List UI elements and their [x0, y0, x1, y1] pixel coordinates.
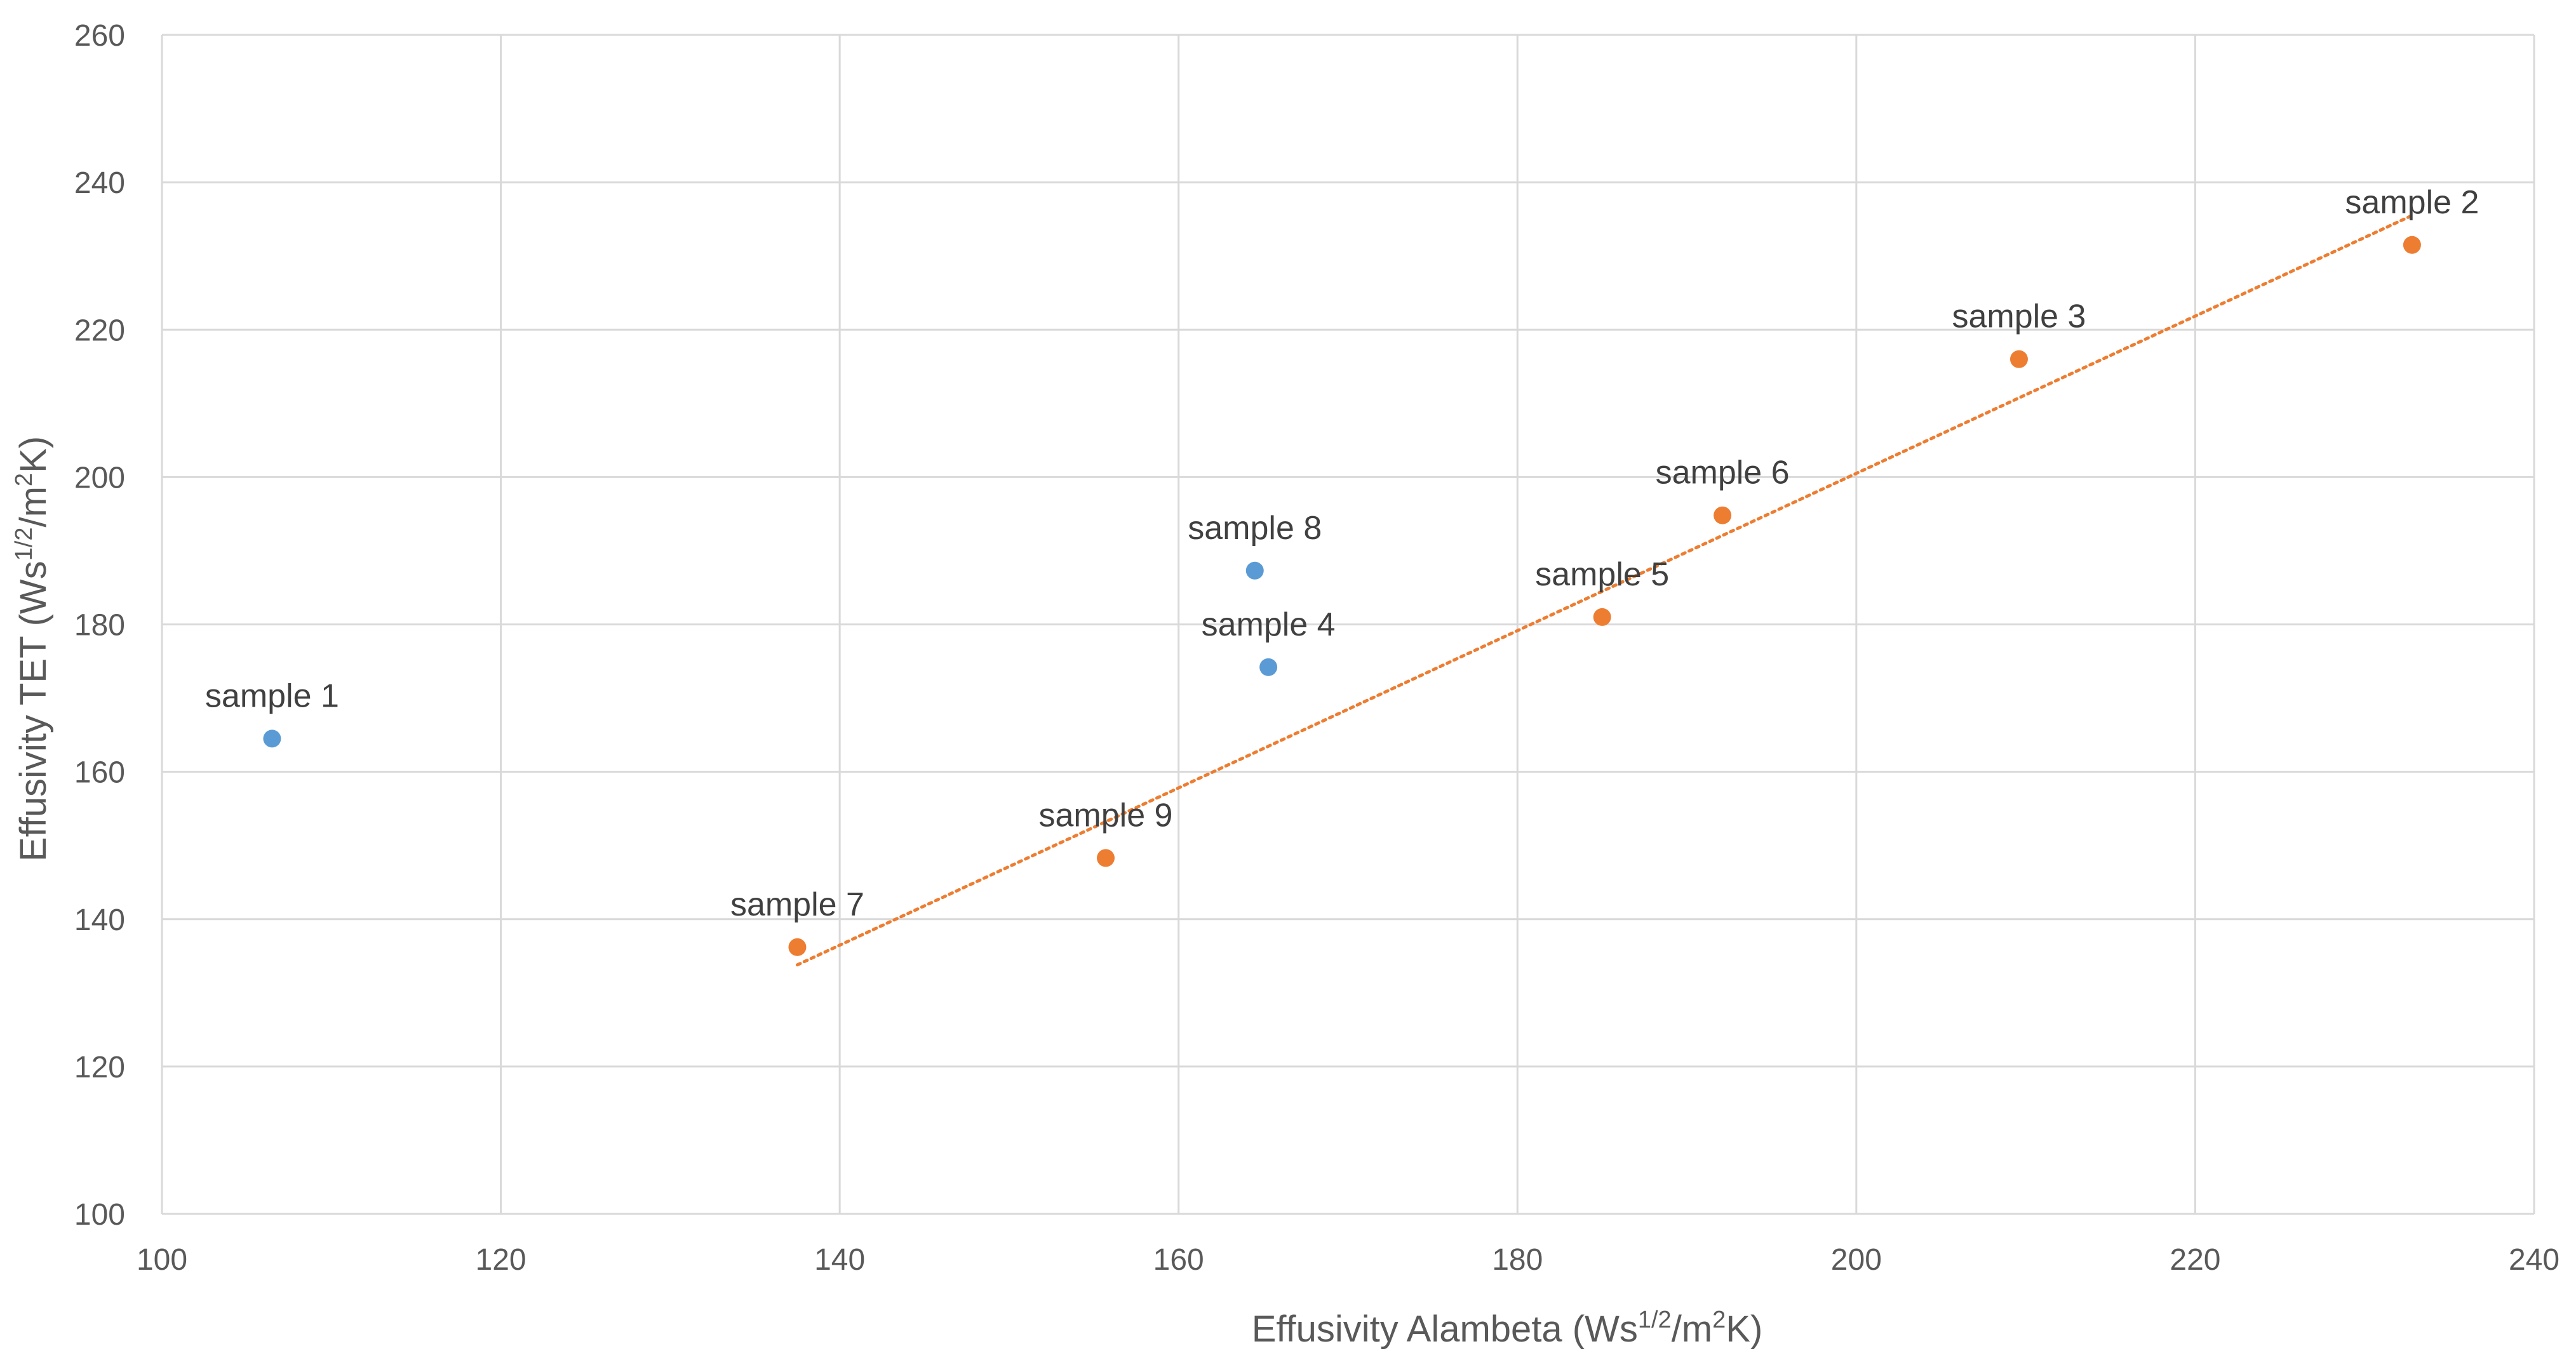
data-point-sample-3: [2009, 350, 2028, 368]
data-point-sample-2: [2403, 236, 2421, 254]
trendline: [795, 213, 2414, 967]
x-tick-label: 240: [2509, 1243, 2559, 1277]
y-tick-label: 140: [74, 903, 125, 937]
data-point-sample-6: [1714, 506, 1732, 524]
x-tick-label: 120: [476, 1243, 527, 1277]
y-tick-label: 120: [74, 1051, 125, 1084]
x-tick-label: 220: [2170, 1243, 2220, 1277]
data-label-sample-9: sample 9: [1038, 797, 1172, 834]
y-tick-label: 160: [74, 756, 125, 790]
point-labels: sample 1 sample 8 sample 4 sample 7 sample 9…: [205, 184, 2479, 923]
x-tick-label: 180: [1492, 1243, 1543, 1277]
x-tick-label: 160: [1153, 1243, 1204, 1277]
gridlines: [161, 34, 2535, 1215]
tick-labels: 100 120 140 160 180 200 220 240 100 120 140 160 180 2…: [74, 19, 2559, 1277]
y-tick-label: 200: [74, 461, 125, 495]
data-point-sample-7: [788, 938, 807, 956]
data-label-sample-7: sample 7: [730, 886, 864, 923]
x-tick-label: 140: [814, 1243, 865, 1277]
x-tick-label: 100: [137, 1243, 187, 1277]
data-point-sample-9: [1096, 849, 1115, 867]
y-tick-label: 220: [74, 314, 125, 347]
y-tick-label: 100: [74, 1198, 125, 1232]
x-tick-label: 200: [1831, 1243, 1882, 1277]
data-label-sample-2: sample 2: [2345, 184, 2479, 221]
y-tick-label: 240: [74, 166, 125, 200]
trendline-layer: [795, 213, 2414, 967]
data-point-sample-8: [1245, 561, 1264, 580]
x-axis-title: Effusivity Alambeta (Ws1/2/m2K): [1252, 1307, 1763, 1350]
y-tick-label: 180: [74, 609, 125, 643]
data-label-sample-5: sample 5: [1535, 556, 1669, 593]
y-tick-label: 260: [74, 19, 125, 53]
data-label-sample-1: sample 1: [205, 677, 339, 714]
data-label-sample-6: sample 6: [1656, 455, 1790, 491]
data-label-sample-8: sample 8: [1188, 510, 1322, 547]
data-point-sample-1: [263, 729, 281, 748]
data-label-sample-3: sample 3: [1952, 298, 2086, 335]
data-point-sample-5: [1593, 608, 1611, 626]
data-point-sample-4: [1259, 658, 1278, 676]
data-points: [263, 236, 2421, 956]
y-axis-title: Effusivity TET (Ws1/2/m2K): [11, 436, 54, 862]
data-label-sample-4: sample 4: [1202, 606, 1336, 643]
